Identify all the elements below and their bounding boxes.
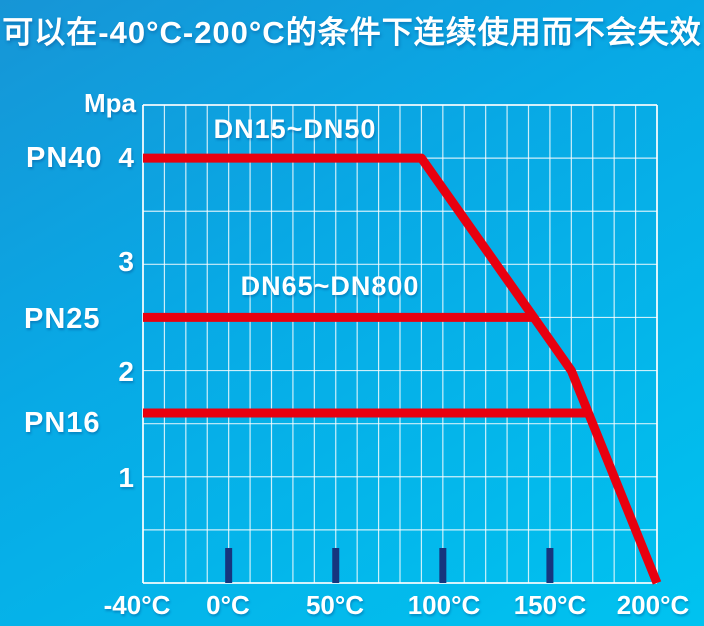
y-axis-unit-label: Mpa — [84, 88, 136, 118]
x-tick-200c: 200°C — [616, 590, 690, 620]
x-tick-50c: 50°C — [305, 590, 365, 620]
y-tick-4: 4 — [118, 142, 134, 173]
x-tick-150c: 150°C — [513, 590, 587, 620]
chart-title: 可以在-40°C-200°C的条件下连续使用而不会失效 — [2, 15, 702, 50]
y-tick-1: 1 — [118, 462, 134, 493]
series-label-dn65-dn800: DN65~DN800 — [240, 271, 420, 301]
axis-tick-bars — [225, 548, 554, 583]
x-tick-100c: 100°C — [407, 590, 481, 620]
y-tick-3: 3 — [118, 246, 134, 277]
pn25-label: PN25 — [24, 303, 101, 335]
y-tick-2: 2 — [118, 356, 134, 387]
grid-lines — [142, 104, 658, 584]
pn40-label: PN40 — [26, 142, 103, 174]
pn16-label: PN16 — [24, 407, 101, 439]
series-label-dn15-dn50: DN15~DN50 — [213, 114, 377, 144]
data-lines — [143, 153, 662, 585]
x-tick-minus40c: -40°C — [103, 590, 171, 620]
x-tick-0c: 0°C — [206, 590, 250, 620]
